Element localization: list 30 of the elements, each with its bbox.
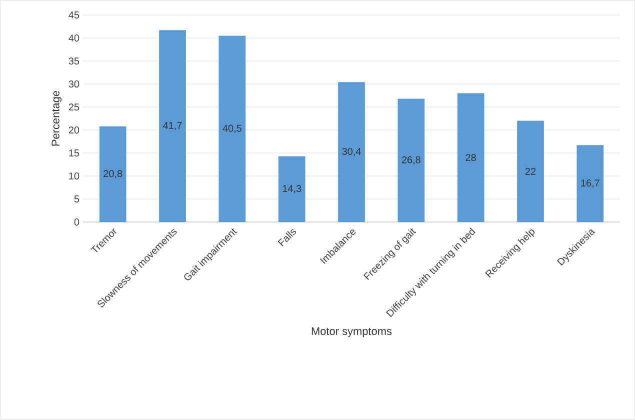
bar: [159, 30, 186, 222]
bar: [218, 36, 246, 222]
y-axis-title: Percentage: [52, 90, 62, 146]
data-label: 26,8: [402, 156, 420, 164]
data-label: 22: [525, 168, 536, 175]
x-axis-title: Motor symptoms: [312, 327, 392, 338]
y-tick-label: 45: [68, 12, 80, 18]
data-label: 30,4: [342, 148, 361, 156]
bar: [398, 98, 425, 222]
bar: [457, 93, 484, 222]
bar: [99, 126, 126, 222]
bar: [338, 82, 365, 222]
y-tick-label: 10: [69, 172, 80, 180]
bar: [517, 120, 544, 222]
data-label: 20,8: [104, 170, 122, 178]
data-label: 14,3: [282, 184, 302, 194]
y-tick-label: 30: [68, 80, 80, 88]
data-label: 28: [466, 154, 476, 162]
data-label: 16,7: [581, 179, 600, 188]
y-tick-label: 35: [68, 57, 80, 65]
y-tick-label: 0: [74, 218, 80, 226]
y-tick-label: 5: [74, 196, 80, 202]
data-label: 41,7: [163, 122, 182, 130]
y-tick-label: 20: [68, 126, 80, 134]
y-tick-label: 25: [68, 103, 80, 111]
bar: [576, 145, 604, 222]
bar: [278, 156, 306, 222]
data-label: 40,5: [222, 124, 242, 133]
y-tick-label: 40: [68, 34, 80, 42]
y-tick-label: 15: [69, 150, 80, 156]
